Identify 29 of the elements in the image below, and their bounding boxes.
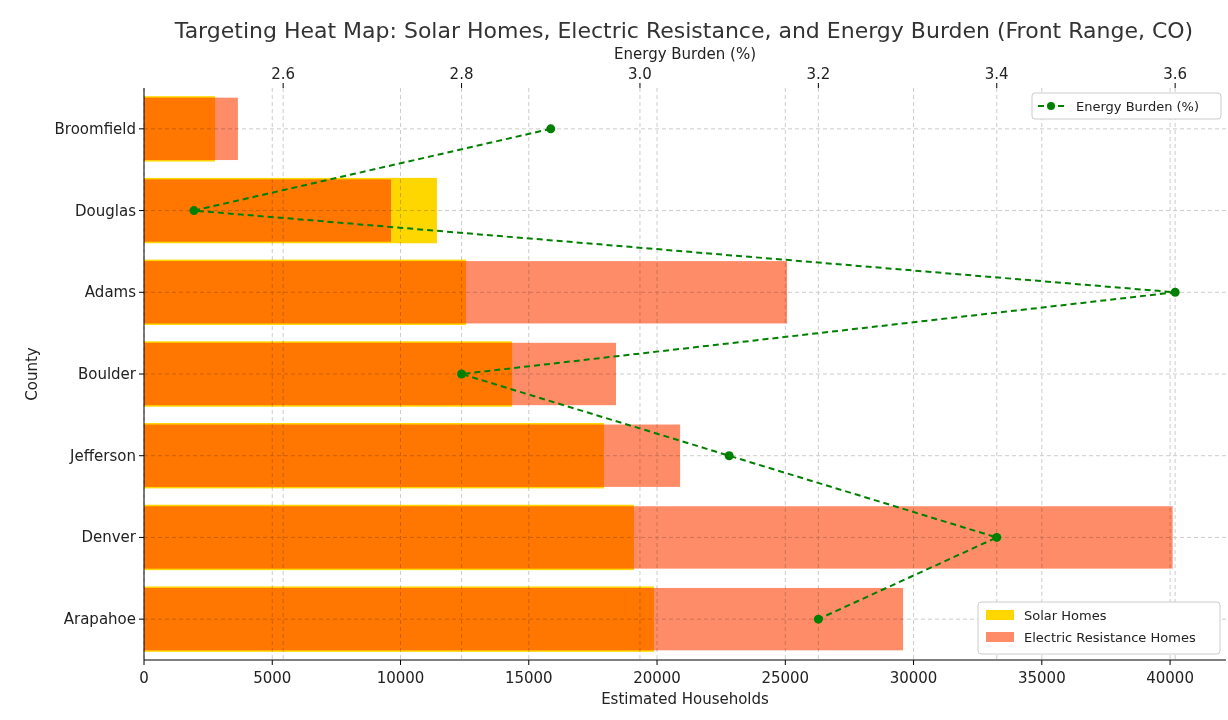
x-tick-label: 35000 (1017, 669, 1066, 687)
x-tick-label: 15000 (504, 669, 553, 687)
x-tick-label: 25000 (761, 669, 810, 687)
x-tick-label: 5000 (253, 669, 292, 687)
x2-tick-label: 3.0 (628, 65, 652, 83)
y-tick-label: Broomfield (54, 119, 136, 138)
y-tick-label: Douglas (75, 201, 137, 220)
x2-tick-label: 2.6 (271, 65, 296, 83)
y-tick-label: Boulder (77, 365, 137, 383)
x2-tick-label: 2.8 (449, 65, 474, 83)
x-tick-label: 40000 (1146, 669, 1194, 687)
x-tick-label: 0 (139, 669, 149, 687)
chart-title: Targeting Heat Map: Solar Homes, Electric Resistance, and Energy Burden (Front Range, CO) (173, 18, 1194, 43)
y-tick-label: Jefferson (69, 446, 136, 465)
x2-tick-label: 3.2 (806, 65, 831, 83)
x2-tick-label: 3.6 (1163, 65, 1188, 83)
x2-tick-label: 3.4 (984, 65, 1009, 83)
legend-label: Solar Homes (1024, 608, 1107, 623)
x-tick-label: 20000 (633, 669, 681, 687)
y-tick-label: Adams (84, 283, 137, 302)
legend-label: Electric Resistance Homes (1024, 630, 1196, 645)
legend-label: Energy Burden (%) (1076, 99, 1200, 114)
x-axis-title: Estimated Households (601, 690, 770, 708)
x-tick-label: 10000 (376, 669, 425, 687)
y-tick-label: Arapahoe (63, 610, 136, 629)
x-tick-label: 30000 (889, 669, 938, 687)
x2-axis-title: Energy Burden (%) (614, 45, 756, 63)
y-tick-label: Denver (81, 528, 137, 547)
y-axis-title: County (23, 347, 41, 401)
